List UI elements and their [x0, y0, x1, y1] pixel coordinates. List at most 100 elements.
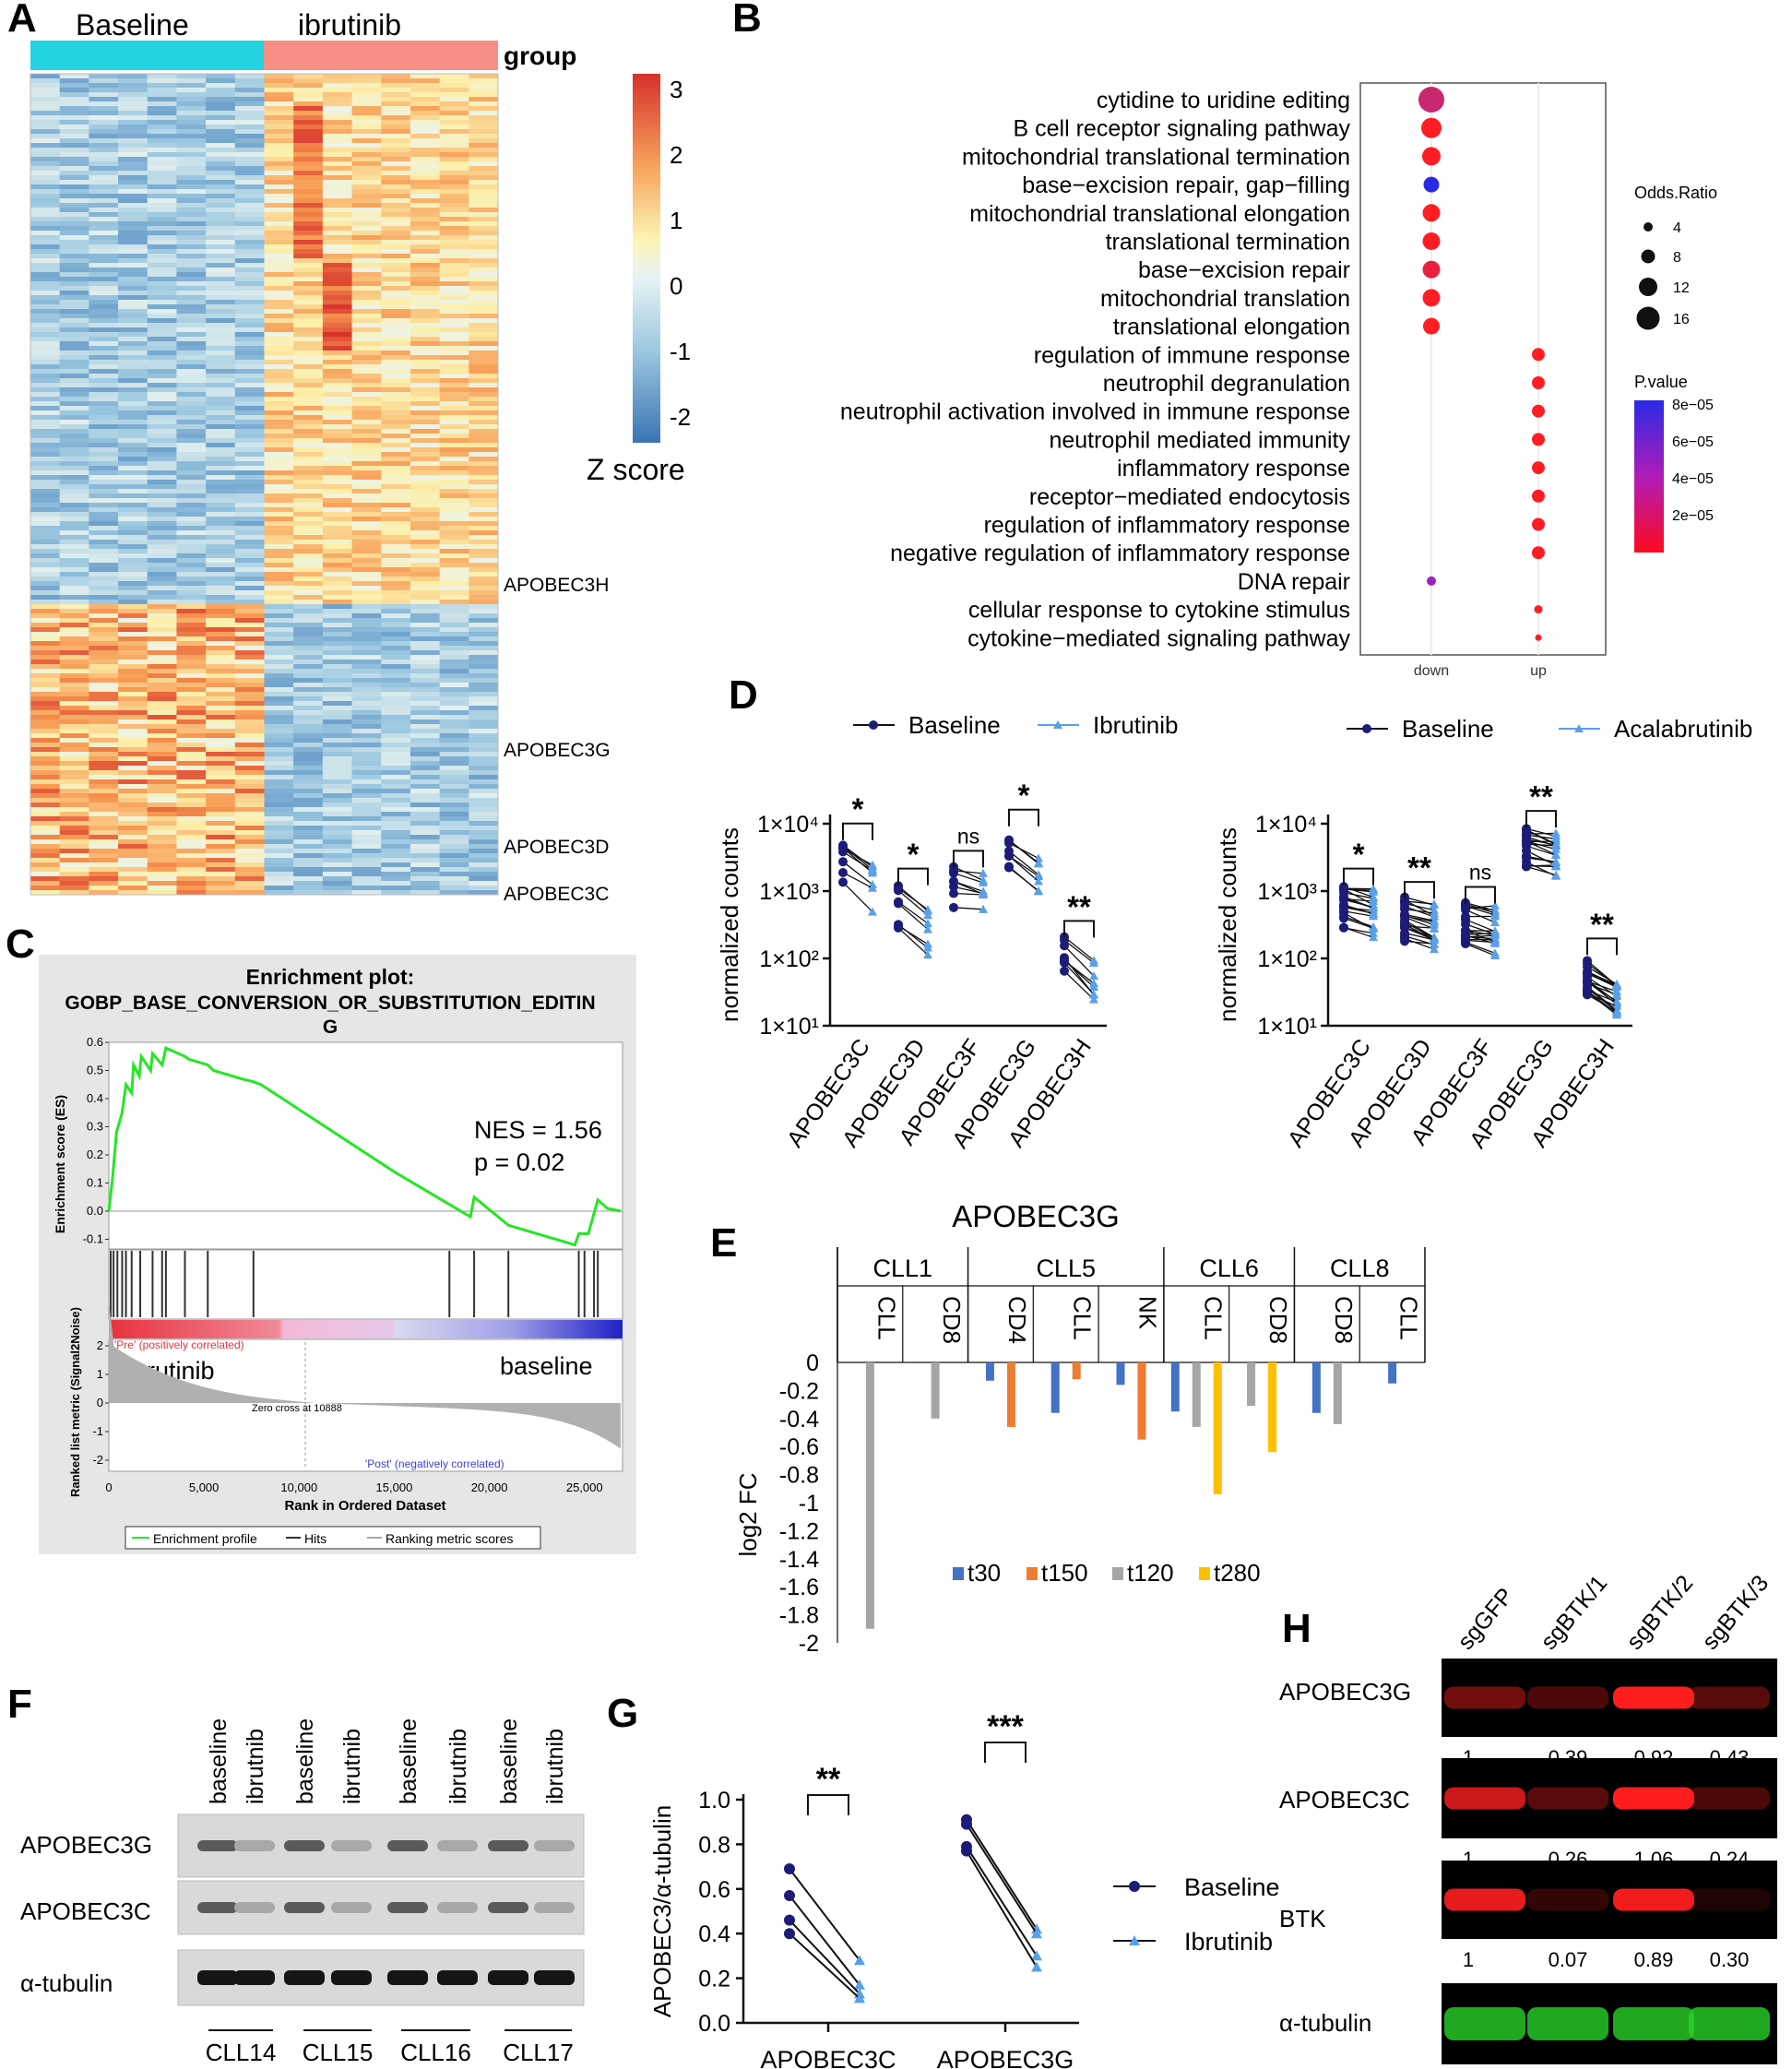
heatmap-cell	[469, 203, 499, 208]
heatmap-cell	[439, 752, 469, 757]
heatmap-cell	[206, 830, 236, 836]
heatmap-cell	[293, 692, 324, 697]
heatmap-cell	[206, 235, 236, 241]
heatmap-cell	[293, 595, 324, 600]
heatmap-cell	[176, 821, 207, 826]
heatmap-cell	[322, 83, 353, 89]
heatmap-cell	[264, 180, 294, 185]
heatmap-cell	[30, 452, 61, 458]
heatmap-cell	[234, 406, 265, 411]
heatmap-cell	[293, 166, 324, 172]
heatmap-cell	[381, 221, 411, 227]
heatmap-cell	[439, 789, 469, 794]
heatmap-cell	[469, 351, 499, 356]
heatmap-cell	[264, 161, 294, 167]
heatmap-cell	[176, 623, 207, 628]
f-western-blot: baseline ibrutnib baseline ibrutnib baseline…	[20, 1718, 585, 2066]
heatmap-cell	[409, 724, 441, 730]
colorbar-tick: -1	[670, 338, 691, 365]
heatmap-cell	[322, 244, 353, 250]
legend-pvalue-value: 4e−05	[1672, 471, 1714, 487]
heatmap-cell	[322, 221, 353, 227]
heatmap-cell	[264, 512, 294, 517]
heatmap-cell	[89, 83, 119, 89]
heatmap-cell	[206, 590, 236, 596]
f-row-label: α-tubulin	[20, 1969, 113, 1997]
heatmap-cell	[59, 184, 89, 190]
d-treated-point	[923, 910, 932, 920]
heatmap-cell	[381, 849, 411, 854]
heatmap-cell	[176, 125, 207, 130]
heatmap-cell	[439, 812, 469, 817]
heatmap-cell	[293, 314, 324, 319]
heatmap-cell	[351, 148, 382, 153]
heatmap-cell	[206, 876, 236, 882]
heatmap-cell	[439, 498, 469, 504]
heatmap-cell	[322, 180, 353, 185]
heatmap-cell	[381, 83, 411, 89]
heatmap-cell	[439, 475, 469, 481]
f-band	[534, 1840, 575, 1851]
heatmap-cell	[89, 309, 119, 315]
f-band	[437, 1902, 478, 1913]
heatmap-cell	[234, 429, 265, 434]
heatmap-cell	[234, 295, 265, 301]
h-band	[1527, 1888, 1608, 1911]
heatmap-cell	[469, 369, 499, 375]
heatmap-cell	[351, 849, 382, 854]
heatmap-cell	[89, 295, 119, 301]
heatmap-cell	[381, 397, 411, 402]
heatmap-cell	[147, 263, 177, 268]
panel-label-b: B	[732, 0, 762, 41]
heatmap-cell	[351, 683, 382, 688]
heatmap-cell	[439, 346, 469, 351]
heatmap-cell	[439, 577, 469, 582]
heatmap-cell	[439, 558, 469, 564]
heatmap-cell	[59, 660, 89, 665]
heatmap-cell	[176, 420, 207, 425]
heatmap-cell	[59, 134, 89, 139]
heatmap-cell	[206, 475, 236, 481]
heatmap-cell	[469, 535, 499, 541]
heatmap-cell	[89, 406, 119, 411]
heatmap-cell	[322, 97, 353, 102]
heatmap-cell	[381, 512, 411, 517]
heatmap-cell	[381, 78, 411, 84]
heatmap-cell	[264, 507, 294, 513]
heatmap-cell	[176, 286, 207, 291]
heatmap-cell	[409, 364, 441, 370]
heatmap-cell	[59, 74, 89, 79]
heatmap-cell	[147, 600, 177, 605]
heatmap-cell	[89, 240, 119, 245]
heatmap-cell	[234, 577, 265, 582]
h-quant-value: 0.07	[1549, 1948, 1588, 1971]
heatmap-cell	[118, 254, 148, 259]
heatmap-cell	[176, 692, 207, 697]
heatmap-cell	[381, 756, 411, 762]
heatmap-cell	[381, 807, 411, 813]
heatmap-cell	[469, 613, 499, 619]
d-treated-point	[1551, 850, 1561, 859]
heatmap-cell	[409, 272, 441, 278]
d-significance: *	[852, 792, 864, 826]
heatmap-cell	[206, 309, 236, 315]
heatmap-cell	[234, 443, 265, 448]
heatmap-cell	[176, 97, 207, 102]
heatmap-cell	[147, 304, 177, 310]
heatmap-cell	[469, 775, 499, 780]
heatmap-cell	[89, 664, 119, 670]
heatmap-cell	[293, 281, 324, 287]
heatmap-cell	[409, 618, 441, 624]
heatmap-cell	[30, 217, 61, 222]
heatmap-cell	[439, 406, 469, 411]
heatmap-cell	[293, 392, 324, 398]
heatmap-cell	[469, 826, 499, 831]
heatmap-cell	[409, 166, 441, 172]
gsea-x-tick: 10,000	[280, 1480, 317, 1494]
heatmap-cell	[59, 415, 89, 421]
heatmap-cell	[439, 641, 469, 647]
heatmap-cell	[469, 766, 499, 771]
heatmap-cell	[381, 341, 411, 347]
heatmap-cell	[118, 171, 148, 176]
d-legend-treated: Acalabrutinib	[1614, 715, 1752, 743]
